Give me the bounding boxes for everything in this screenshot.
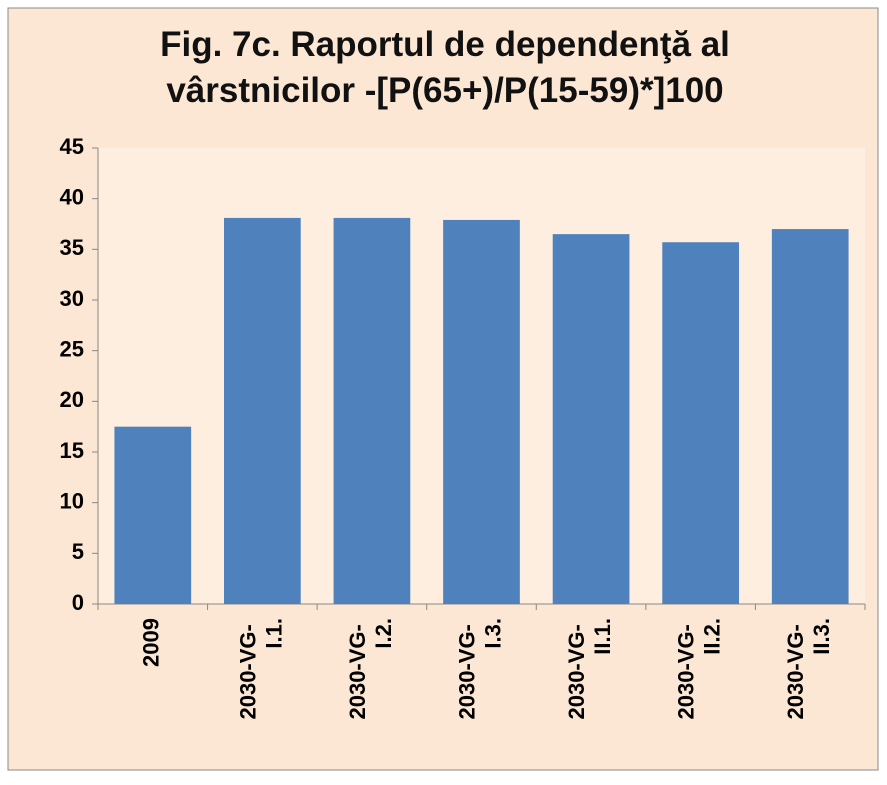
bar (114, 426, 192, 604)
bar (224, 217, 301, 605)
y-tick-label: 15 (60, 438, 84, 463)
x-tick-label: 2030-VG- II.1. (564, 618, 615, 720)
y-tick-label: 25 (60, 336, 84, 361)
bar (443, 219, 520, 605)
bar (662, 242, 739, 605)
y-tick-label: 40 (60, 184, 84, 209)
chart-title: Fig. 7c. Raportul de dependenţă al vârst… (160, 25, 730, 110)
y-tick-label: 45 (60, 134, 84, 159)
y-tick-label: 5 (72, 539, 84, 564)
x-tick-label: 2030-VG- I.2. (345, 618, 396, 720)
x-tick-label: 2030-VG- I.3. (454, 618, 505, 720)
y-tick-label: 20 (60, 387, 84, 412)
x-tick-label: 2030-VG- II.3. (783, 618, 834, 720)
bar (771, 229, 849, 605)
x-tick-label: 2009 (139, 618, 164, 667)
y-tick-label: 0 (72, 590, 84, 615)
y-tick-label: 30 (60, 286, 84, 311)
y-tick-label: 10 (60, 488, 84, 513)
bar (552, 234, 630, 604)
bar (333, 217, 411, 605)
x-tick-label: 2030-VG- I.1. (235, 618, 286, 720)
y-tick-label: 35 (60, 235, 84, 260)
x-tick-label: 2030-VG- II.2. (673, 618, 724, 720)
